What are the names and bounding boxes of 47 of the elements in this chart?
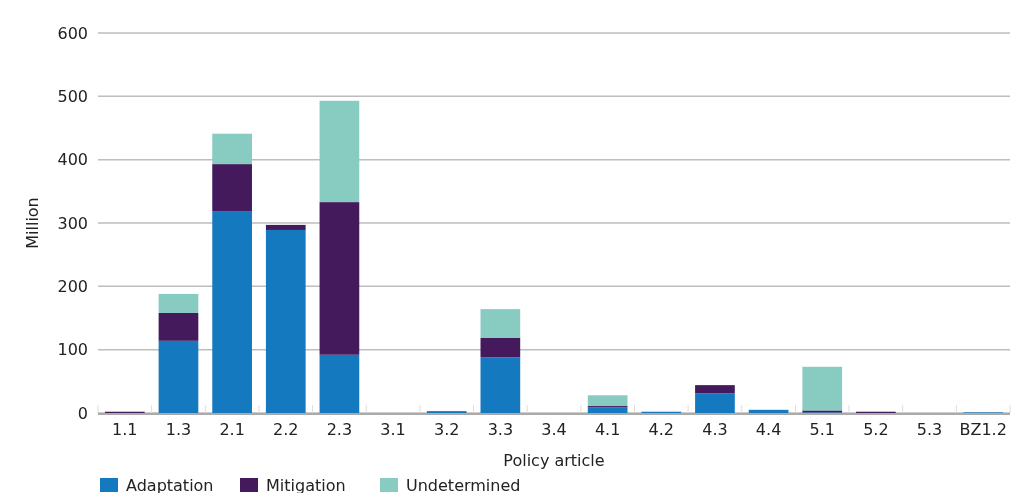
x-tick-label: 5.2 [863,420,889,439]
bar [748,409,789,413]
bar [212,164,252,212]
bar [480,337,521,358]
bar [480,357,521,413]
bar [695,393,735,413]
x-tick-label: 1.3 [165,420,192,439]
y-tick-label: 0 [77,403,88,423]
bar [158,312,199,341]
bar [695,385,735,394]
y-tick-label: 500 [57,86,88,106]
x-tick-label: 4.4 [755,420,782,439]
x-tick-label: 2.2 [273,420,299,439]
x-tick-label: 4.1 [594,420,621,439]
y-tick-label: 200 [57,276,88,296]
bar [158,340,199,413]
bar [319,202,360,355]
y-tick-label: 400 [57,150,88,170]
bar [212,211,252,413]
bar [265,224,306,230]
x-tick-label: 3.2 [433,420,460,439]
bar [212,133,252,165]
bar [319,100,360,203]
x-tick-label: 4.3 [702,420,728,439]
x-tick-label: 5.1 [809,420,835,439]
bar [587,407,628,413]
y-tick-label: 600 [57,23,88,43]
x-tick-label: 2.3 [326,420,353,439]
y-axis-title: Million [23,197,42,249]
x-tick-label: 1.1 [112,420,138,439]
legend-label: Undetermined [406,476,521,495]
bar [587,395,628,407]
bar [480,309,521,338]
bar [319,354,360,413]
bar [802,366,843,411]
y-tick-label: 100 [57,340,88,360]
x-axis-title: Policy article [503,451,605,470]
x-tick-label: 5.3 [916,420,943,439]
x-tick-label: BZ1.2 [959,420,1007,439]
x-tick-label: 3.3 [487,420,514,439]
x-tick-label: 3.1 [380,420,406,439]
x-tick-label: 3.4 [541,420,567,439]
x-tick-label: 4.2 [648,420,675,439]
y-tick-label: 300 [57,213,88,233]
bar [158,293,199,313]
bar [265,229,306,413]
x-tick-label: 2.1 [219,420,245,439]
